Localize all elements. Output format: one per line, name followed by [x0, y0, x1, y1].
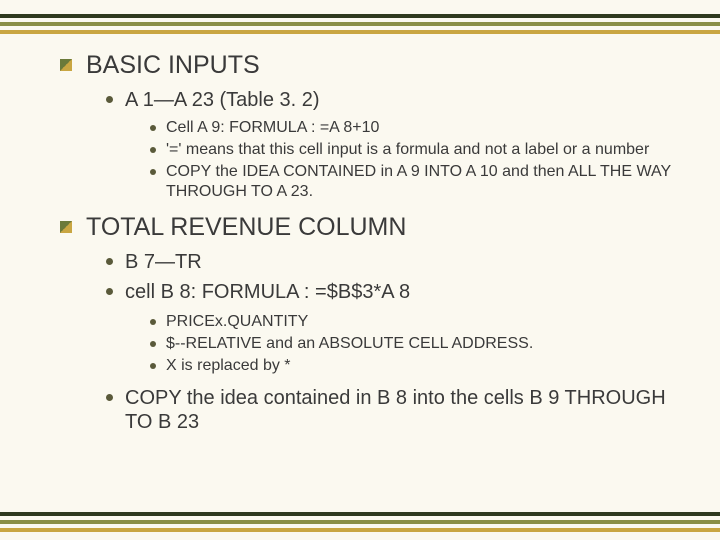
list-item: X is replaced by * — [150, 356, 690, 376]
list-item-text: '=' means that this cell input is a form… — [166, 140, 649, 160]
bullet-dot-icon — [106, 288, 113, 295]
heading-text: BASIC INPUTS — [86, 50, 260, 80]
bullet-dot-icon — [106, 96, 113, 103]
bottom-stripes — [0, 512, 720, 532]
heading-text: TOTAL REVENUE COLUMN — [86, 212, 406, 242]
list-item: PRICEx.QUANTITY — [150, 312, 690, 332]
diamond-bullet-icon — [60, 221, 72, 233]
list-item-text: B 7—TR — [125, 250, 202, 274]
list-item-text: COPY the idea contained in B 8 into the … — [125, 386, 690, 434]
list-item-text: Cell A 9: FORMULA : =A 8+10 — [166, 118, 379, 138]
bullet-dot-icon — [150, 169, 156, 175]
bullet-dot-icon — [106, 258, 113, 265]
list-item: COPY the idea contained in B 8 into the … — [106, 386, 690, 434]
list-item: Cell A 9: FORMULA : =A 8+10 — [150, 118, 690, 138]
list-item: COPY the IDEA CONTAINED in A 9 INTO A 10… — [150, 162, 690, 202]
diamond-bullet-icon — [60, 59, 72, 71]
list-item: B 7—TR — [106, 250, 690, 274]
bullet-dot-icon — [150, 341, 156, 347]
list-item: A 1—A 23 (Table 3. 2) — [106, 88, 690, 112]
list-item-text: A 1—A 23 (Table 3. 2) — [125, 88, 320, 112]
list-item: '=' means that this cell input is a form… — [150, 140, 690, 160]
heading-basic-inputs: BASIC INPUTS — [60, 50, 690, 80]
bullet-dot-icon — [106, 394, 113, 401]
list-item-text: cell B 8: FORMULA : =$B$3*A 8 — [125, 280, 410, 304]
bullet-dot-icon — [150, 319, 156, 325]
bullet-dot-icon — [150, 147, 156, 153]
list-item: $--RELATIVE and an ABSOLUTE CELL ADDRESS… — [150, 334, 690, 354]
heading-total-revenue: TOTAL REVENUE COLUMN — [60, 212, 690, 242]
stripe — [0, 528, 720, 532]
list-item-text: PRICEx.QUANTITY — [166, 312, 308, 332]
bullet-dot-icon — [150, 363, 156, 369]
list-item-text: X is replaced by * — [166, 356, 291, 376]
slide-content: BASIC INPUTS A 1—A 23 (Table 3. 2) Cell … — [60, 50, 690, 440]
list-item-text: COPY the IDEA CONTAINED in A 9 INTO A 10… — [166, 162, 690, 202]
bullet-dot-icon — [150, 125, 156, 131]
list-item-text: $--RELATIVE and an ABSOLUTE CELL ADDRESS… — [166, 334, 533, 354]
list-item: cell B 8: FORMULA : =$B$3*A 8 — [106, 280, 690, 304]
top-stripes — [0, 14, 720, 34]
stripe — [0, 30, 720, 34]
